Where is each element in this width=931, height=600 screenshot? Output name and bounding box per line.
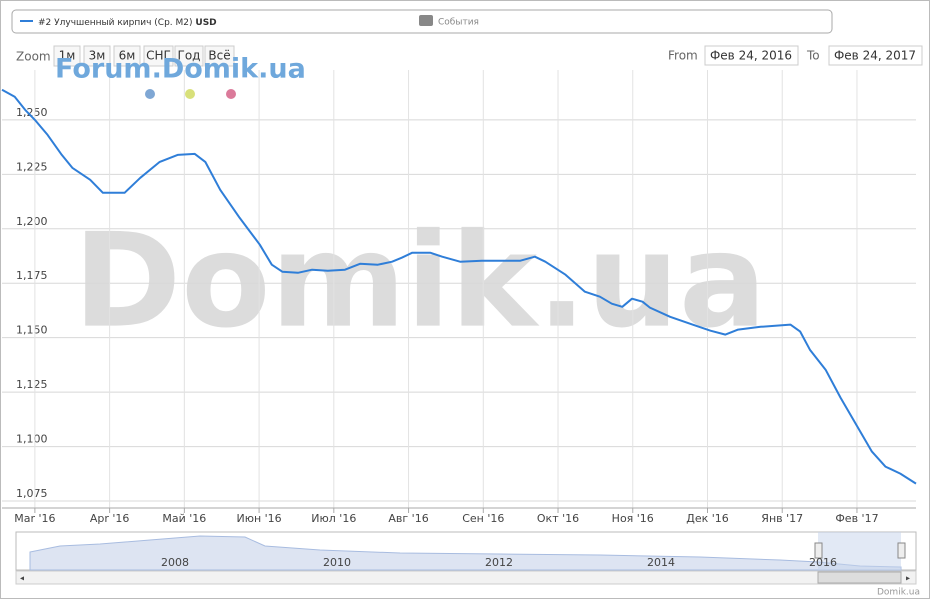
- y-tick-label: 1,225: [16, 160, 48, 173]
- x-tick-label: Май '16: [162, 512, 206, 525]
- to-value[interactable]: Фев 24, 2017: [834, 49, 916, 63]
- x-tick-label: Дек '16: [686, 512, 729, 525]
- x-tick-label: Янв '17: [761, 512, 803, 525]
- navigator-handle[interactable]: [814, 542, 823, 559]
- legend-label[interactable]: #2 Улучшенный кирпич (Ср. М2): [38, 18, 193, 28]
- x-tick-label: Фев '17: [835, 512, 878, 525]
- y-tick-label: 1,125: [16, 378, 48, 391]
- zoom-button[interactable]: [174, 45, 204, 67]
- watermark: Domik.ua: [73, 205, 766, 357]
- x-tick-label: Mar '16: [14, 512, 55, 525]
- navigator-label: 2016: [809, 556, 837, 569]
- dot: [226, 89, 236, 99]
- zoom-button-label[interactable]: 6м: [119, 49, 136, 63]
- navigator-handle[interactable]: [897, 542, 906, 559]
- x-tick-label: Июн '16: [236, 512, 281, 525]
- y-tick-label: 1,200: [16, 215, 48, 228]
- navigator-label: 2008: [161, 556, 189, 569]
- dot: [145, 89, 155, 99]
- scroll-left[interactable]: ◂: [20, 574, 24, 583]
- y-tick-label: 1,150: [16, 324, 48, 337]
- from-value[interactable]: Фев 24, 2016: [710, 49, 792, 63]
- legend-entry[interactable]: #2 Улучшенный кирпич (Ср. М2) USD: [38, 18, 217, 28]
- zoom-button[interactable]: [204, 45, 235, 67]
- x-tick-label: Ноя '16: [612, 512, 654, 525]
- navigator-label: 2014: [647, 556, 675, 569]
- forum-watermark: Forum.Domik.ua: [55, 54, 306, 85]
- x-tick-label: Июл '16: [311, 512, 356, 525]
- x-tick-label: Окт '16: [537, 512, 579, 525]
- x-tick-label: Сен '16: [462, 512, 504, 525]
- zoom-button[interactable]: [113, 45, 141, 67]
- zoom-button-label[interactable]: 1м: [59, 49, 76, 63]
- from-label: From: [668, 49, 698, 63]
- zoom-button-label[interactable]: Всё: [208, 49, 230, 63]
- y-tick-label: 1,075: [16, 487, 48, 500]
- scroll-right[interactable]: ▸: [906, 574, 910, 583]
- zoom-button-label[interactable]: СНГ: [146, 49, 171, 63]
- events-legend[interactable]: События: [438, 18, 479, 28]
- to-input[interactable]: [828, 45, 923, 66]
- zoom-label: Zoom: [16, 50, 51, 64]
- zoom-button[interactable]: [53, 45, 81, 67]
- zoom-button[interactable]: [83, 45, 111, 67]
- navigator-label: 2010: [323, 556, 351, 569]
- navigator-selection[interactable]: [818, 532, 901, 570]
- zoom-button-label[interactable]: 3м: [89, 49, 106, 63]
- scrollbar[interactable]: [15, 570, 917, 585]
- navigator-label: 2012: [485, 556, 513, 569]
- x-tick-label: Apr '16: [90, 512, 130, 525]
- x-tick-label: Авг '16: [388, 512, 428, 525]
- legend-unit: USD: [195, 18, 216, 28]
- dot: [185, 89, 195, 99]
- credit: Domik.ua: [877, 588, 920, 598]
- y-tick-label: 1,175: [16, 269, 48, 282]
- to-label: To: [806, 49, 820, 63]
- from-input[interactable]: [704, 45, 799, 66]
- scrollbar-thumb[interactable]: [817, 571, 902, 584]
- y-tick-label: 1,100: [16, 433, 48, 446]
- events-symbol: [419, 15, 433, 26]
- zoom-button-label[interactable]: Год: [178, 49, 201, 63]
- series-line: [1, 88, 917, 485]
- zoom-button[interactable]: [143, 45, 174, 67]
